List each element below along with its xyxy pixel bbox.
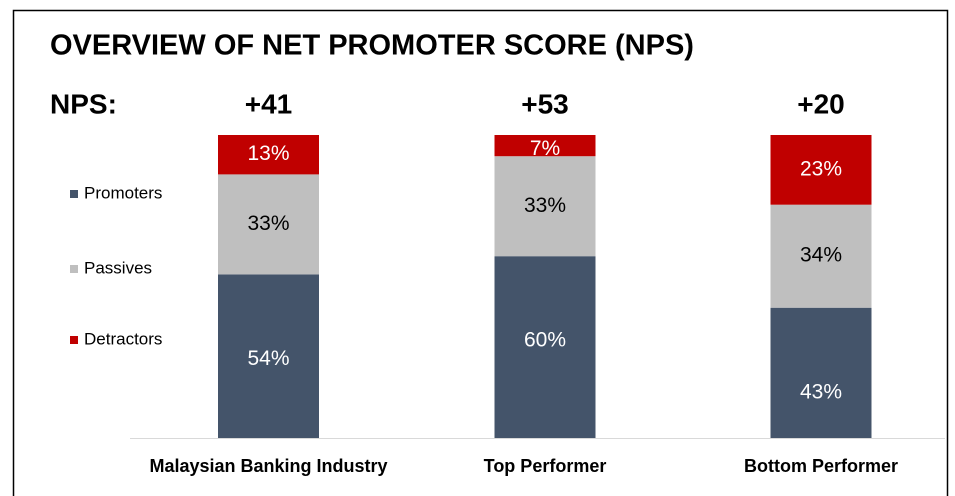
bar-segment <box>494 135 596 157</box>
data-label: 33% <box>524 194 566 217</box>
bar-segment <box>494 256 596 438</box>
data-label: 33% <box>247 212 289 235</box>
data-label: 43% <box>800 380 842 403</box>
legend-label: Passives <box>84 258 152 277</box>
bar-segment <box>770 135 872 205</box>
data-label: 23% <box>800 157 842 180</box>
legend-swatch <box>70 336 78 344</box>
legend-swatch <box>70 190 78 198</box>
x-tick-label: Bottom Performer <box>744 456 898 476</box>
bar-segment <box>770 204 872 308</box>
nps-value: +20 <box>797 88 845 119</box>
x-tick-label: Top Performer <box>484 456 607 476</box>
data-label: 34% <box>800 244 842 267</box>
nps-title: NPS: <box>50 88 117 119</box>
chart-title: OVERVIEW OF NET PROMOTER SCORE (NPS) <box>50 30 694 62</box>
data-label: 13% <box>247 142 289 165</box>
nps-value: +41 <box>245 88 293 119</box>
bar-segment <box>218 274 319 438</box>
x-tick-label: Malaysian Banking Industry <box>149 456 387 476</box>
data-label: 7% <box>530 137 560 160</box>
legend-swatch <box>70 265 78 273</box>
bar-segment <box>494 156 596 257</box>
legend-label: Detractors <box>84 329 162 348</box>
bar-segment <box>770 307 872 438</box>
legend-label: Promoters <box>84 183 162 202</box>
data-label: 54% <box>247 347 289 370</box>
bar-segment <box>218 135 319 175</box>
nps-value: +53 <box>521 88 569 119</box>
bar-segment <box>218 174 319 275</box>
data-label: 60% <box>524 329 566 352</box>
